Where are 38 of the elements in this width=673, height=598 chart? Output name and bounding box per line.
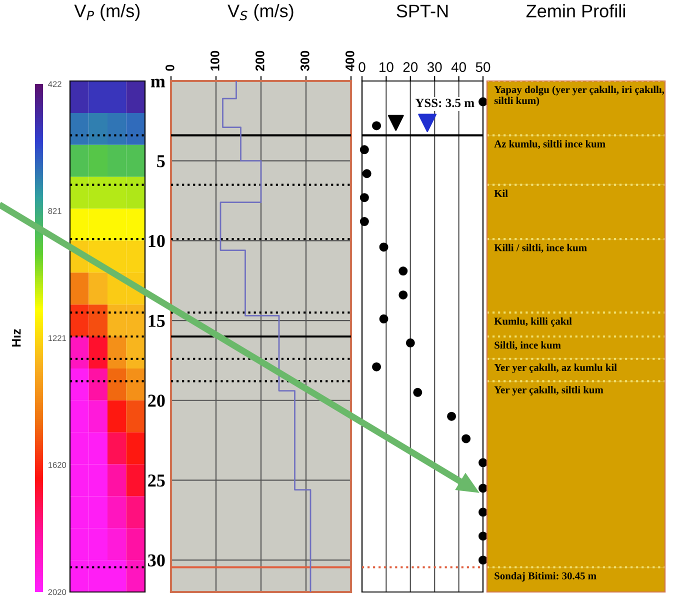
y-tick-label: 30 — [148, 554, 165, 567]
x-tick-label: 100 — [210, 50, 220, 70]
chart-title: SPT-N — [396, 4, 448, 18]
color-bar-label: 422 — [48, 81, 62, 88]
x-tick-label: 40 — [451, 62, 466, 72]
series-label: Kumlu, killi çakıl — [494, 317, 572, 327]
series-label: Siltli, ince kum — [494, 341, 561, 350]
series-label: Yapay dolgu (yer yer çakıllı, iri çakıllı, siltli kum) — [494, 86, 664, 106]
annotation: YSS: 3.5 m — [415, 98, 474, 108]
x-tick-label: 200 — [256, 50, 264, 71]
chart-title: Zemin Profili — [526, 4, 625, 18]
y-tick-label: 10 — [148, 234, 165, 248]
y-tick-label: 20 — [148, 394, 165, 407]
y-tick-label: 15 — [148, 314, 165, 327]
chart-title: V$_{S}$ (m/s) — [228, 4, 294, 21]
color-bar-label: 2020 — [48, 589, 66, 596]
x-tick-label: 400 — [346, 50, 354, 72]
x-tick-label: 50 — [476, 62, 490, 72]
x-tick-label: 30 — [427, 62, 442, 72]
y-tick-label: 25 — [148, 474, 165, 487]
color-bar-label: 821 — [48, 208, 62, 214]
chart-title: V$_{P}$ (m/s) — [74, 4, 140, 21]
x-tick-label: 20 — [403, 62, 418, 72]
color-bar-label: 1620 — [48, 462, 66, 468]
x-tick-label: 0 — [358, 62, 366, 72]
series-label: Kil — [494, 190, 508, 197]
y-tick-label: 5 — [157, 155, 165, 168]
color-bar-title: Hız — [12, 329, 21, 347]
series-label: Yer yer çakıllı, az kumlu kil — [494, 364, 617, 374]
series-label: Killi / siltli, ince kum — [494, 244, 587, 253]
series-label: Sondaj Bitimi: 30.45 m — [494, 572, 596, 582]
x-tick-label: 300 — [300, 50, 310, 71]
y-tick-label: m — [150, 78, 166, 88]
color-bar-label: 1221 — [48, 335, 66, 342]
series-label: Yer yer çakıllı, siltli kum — [494, 386, 604, 396]
x-tick-label: 10 — [380, 62, 394, 72]
x-tick-label: 0 — [166, 64, 174, 71]
series-label: Az kumlu, siltli ince kum — [494, 140, 606, 149]
